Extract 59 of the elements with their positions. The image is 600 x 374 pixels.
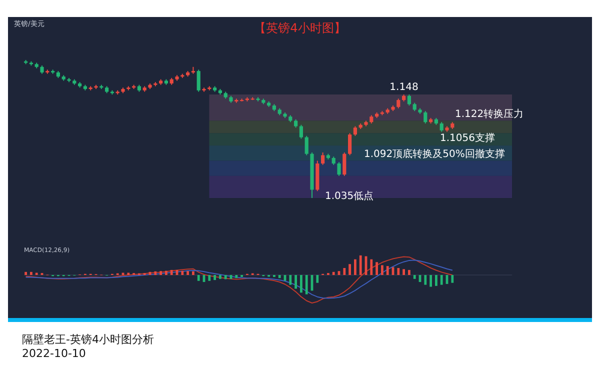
candlestick [299,124,303,140]
chart-title: 【英镑4小时图】 [254,21,346,35]
bar [24,272,27,275]
bar [408,270,410,275]
bar [376,262,378,275]
bar [219,275,222,279]
bar [305,275,308,294]
candlestick [304,135,308,156]
bar [30,272,32,275]
bar [300,275,302,293]
candlestick [348,132,352,156]
bar [235,275,238,278]
bar [370,259,373,275]
bar [413,275,416,279]
bar [170,270,173,275]
bar [208,275,211,281]
candlestick [396,98,400,109]
bar [430,275,432,287]
bar [278,275,281,278]
annotation: 1.092顶底转换及50%回撤支撑 [364,148,505,160]
bar [294,275,297,289]
annotation: 1.035低点 [325,190,374,202]
bar [424,275,427,285]
bar [197,275,200,281]
candlestick [353,126,357,136]
candlestick [424,110,428,124]
candlestick [196,69,200,92]
bar [354,259,356,275]
text: 2022-10-10 [22,347,86,360]
candlestick [337,162,341,176]
bar [451,275,454,283]
candlestick [440,122,444,132]
bar [289,275,292,285]
bar [224,275,227,280]
bar [332,272,335,275]
bar [214,275,216,280]
candlestick [407,94,411,106]
bar [435,275,438,286]
text: 隔壁老王-英镑4小时图分析 [22,333,154,346]
candlestick [342,152,346,176]
bar [181,270,184,275]
bar [343,268,346,275]
candlestick [321,152,325,166]
bar [348,264,351,275]
bar [440,275,443,285]
bar [186,271,189,275]
bar [359,255,362,275]
bar [192,271,194,275]
bar [397,268,400,275]
annotation: 1.148 [390,82,418,93]
bar [381,265,384,275]
bar [160,271,162,275]
bar [402,269,405,275]
bar [386,266,389,275]
annotation: 1.1056支撑 [440,132,495,144]
bar [154,271,157,275]
bar [165,270,168,275]
bar [316,275,319,283]
annotation: 1.122转换压力 [455,108,524,120]
